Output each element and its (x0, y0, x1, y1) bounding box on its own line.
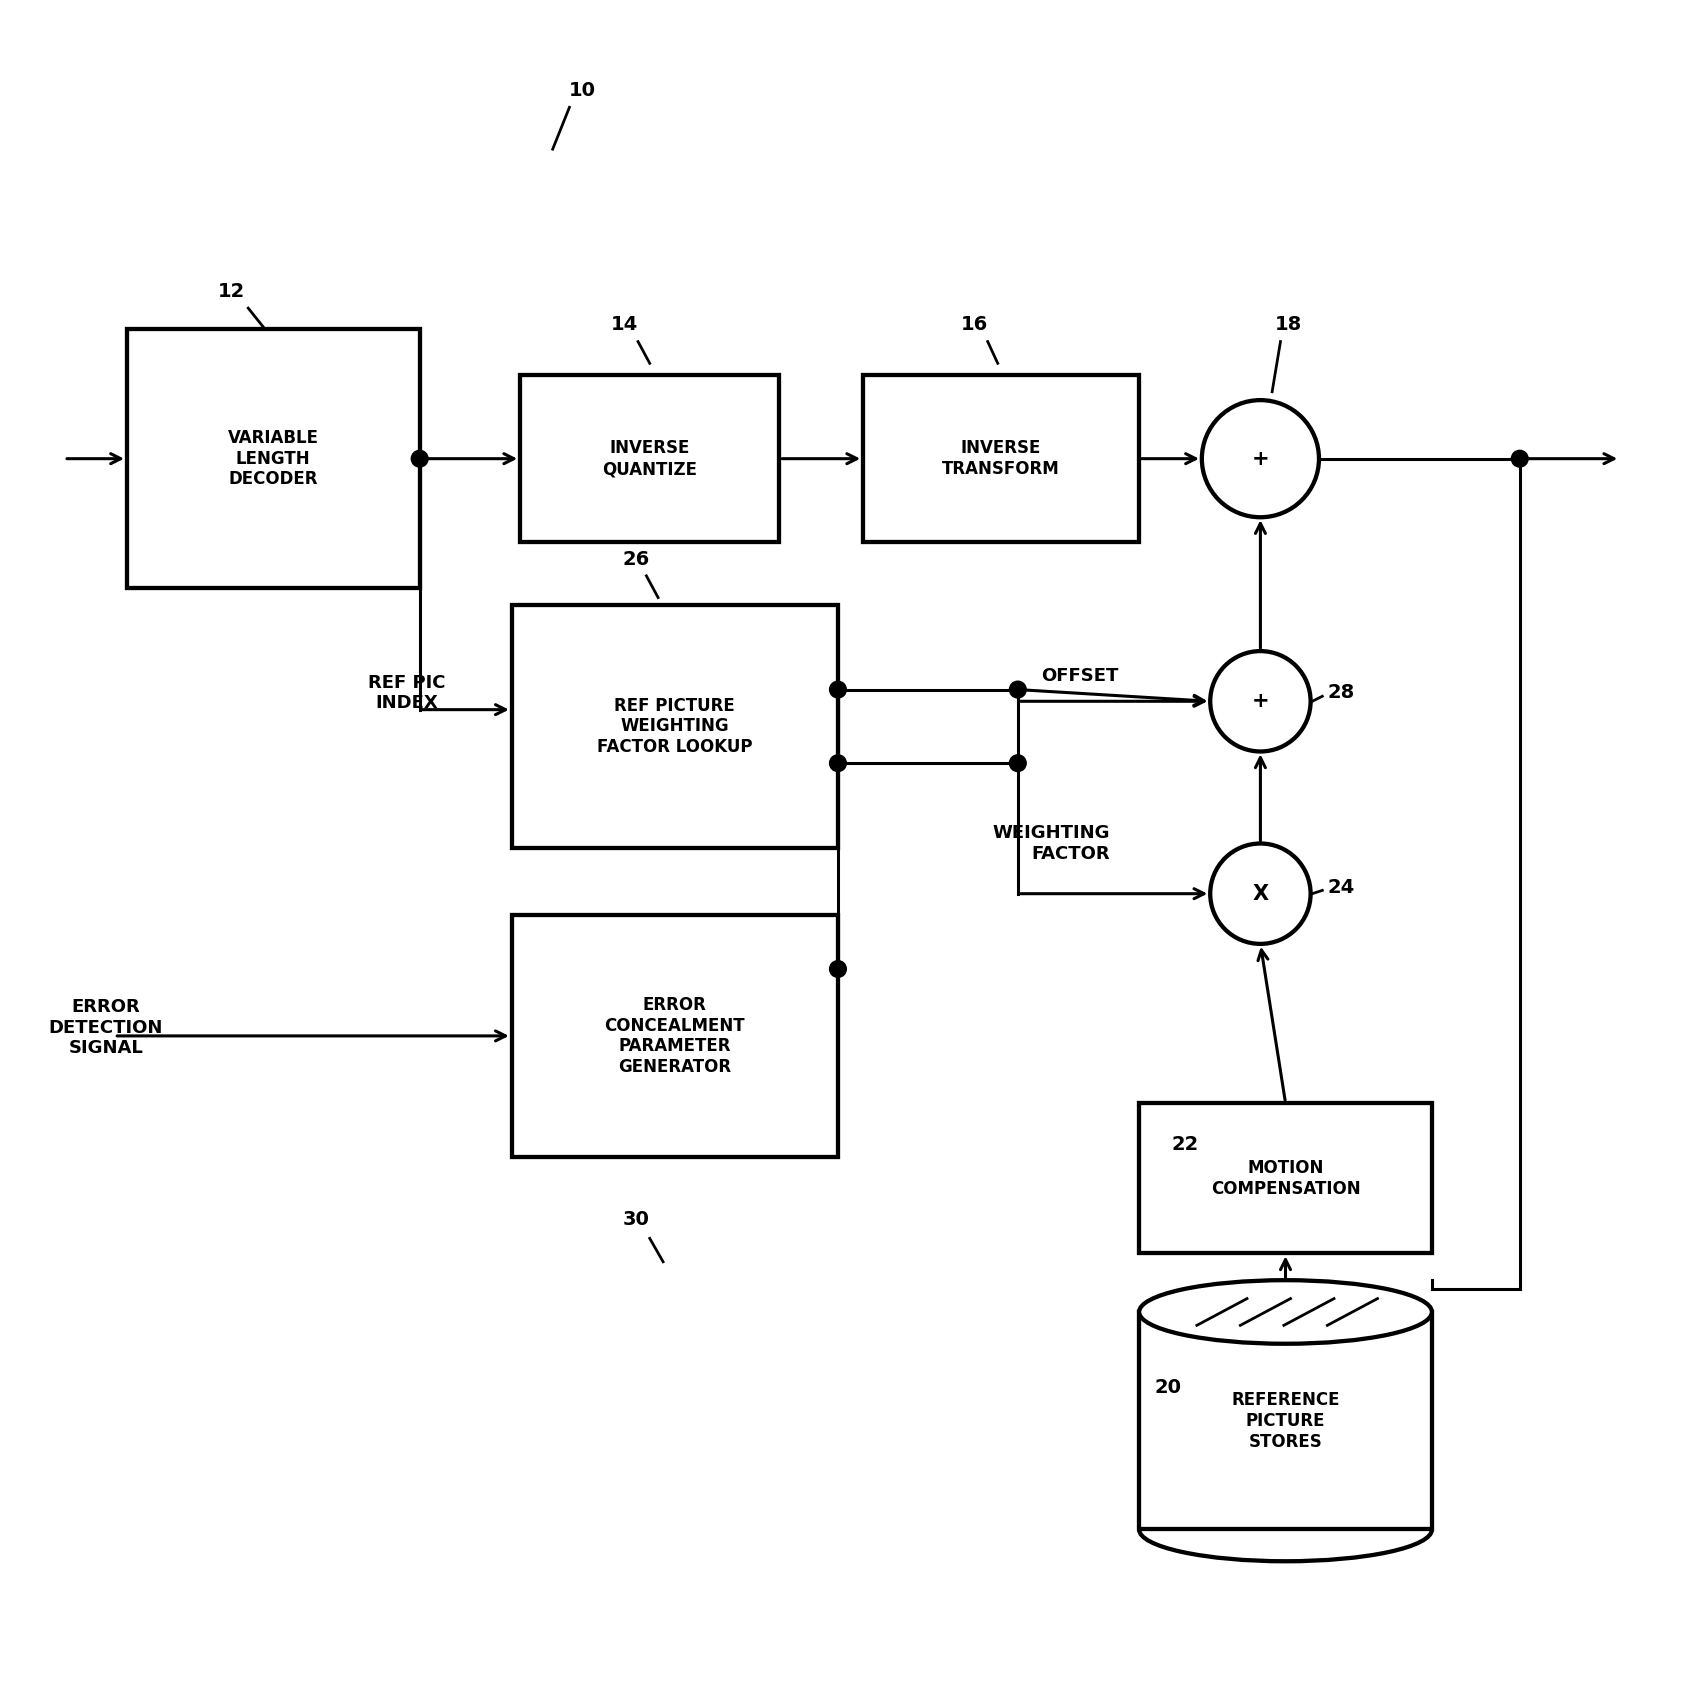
Text: 28: 28 (1327, 683, 1354, 702)
Text: MOTION
COMPENSATION: MOTION COMPENSATION (1211, 1159, 1361, 1198)
FancyBboxPatch shape (862, 375, 1140, 542)
FancyBboxPatch shape (512, 914, 839, 1157)
Circle shape (830, 754, 847, 771)
Text: 10: 10 (570, 81, 597, 100)
Text: +: + (1252, 692, 1269, 712)
Text: 24: 24 (1327, 877, 1354, 896)
Text: REF PIC
INDEX: REF PIC INDEX (369, 673, 446, 712)
Text: X: X (1252, 884, 1269, 904)
Text: OFFSET: OFFSET (1041, 666, 1118, 685)
Circle shape (830, 682, 847, 698)
Text: VARIABLE
LENGTH
DECODER: VARIABLE LENGTH DECODER (228, 428, 318, 489)
Text: INVERSE
TRANSFORM: INVERSE TRANSFORM (942, 439, 1060, 477)
FancyBboxPatch shape (1140, 1312, 1432, 1530)
Circle shape (1009, 754, 1026, 771)
Text: 26: 26 (623, 550, 650, 569)
Text: 30: 30 (623, 1211, 650, 1230)
Circle shape (1512, 450, 1527, 467)
Text: 22: 22 (1172, 1135, 1199, 1154)
Text: ERROR
DETECTION
SIGNAL: ERROR DETECTION SIGNAL (49, 997, 163, 1058)
Ellipse shape (1140, 1280, 1432, 1345)
Text: 18: 18 (1276, 315, 1303, 334)
FancyBboxPatch shape (128, 329, 420, 589)
Text: REFERENCE
PICTURE
STORES: REFERENCE PICTURE STORES (1232, 1390, 1340, 1451)
FancyBboxPatch shape (1140, 1103, 1432, 1253)
Circle shape (830, 960, 847, 977)
FancyBboxPatch shape (521, 375, 779, 542)
Text: WEIGHTING
FACTOR: WEIGHTING FACTOR (992, 825, 1109, 862)
Text: 14: 14 (611, 315, 638, 334)
Text: 12: 12 (218, 282, 245, 300)
Circle shape (1209, 844, 1310, 945)
Circle shape (1203, 400, 1318, 518)
Text: INVERSE
QUANTIZE: INVERSE QUANTIZE (602, 439, 697, 477)
Circle shape (1009, 682, 1026, 698)
Text: ERROR
CONCEALMENT
PARAMETER
GENERATOR: ERROR CONCEALMENT PARAMETER GENERATOR (604, 995, 745, 1076)
FancyBboxPatch shape (512, 606, 839, 847)
Circle shape (1209, 651, 1310, 751)
Text: +: + (1252, 449, 1269, 469)
Circle shape (412, 450, 429, 467)
Text: 16: 16 (961, 315, 988, 334)
Text: 20: 20 (1155, 1378, 1182, 1397)
Text: REF PICTURE
WEIGHTING
FACTOR LOOKUP: REF PICTURE WEIGHTING FACTOR LOOKUP (597, 697, 752, 756)
